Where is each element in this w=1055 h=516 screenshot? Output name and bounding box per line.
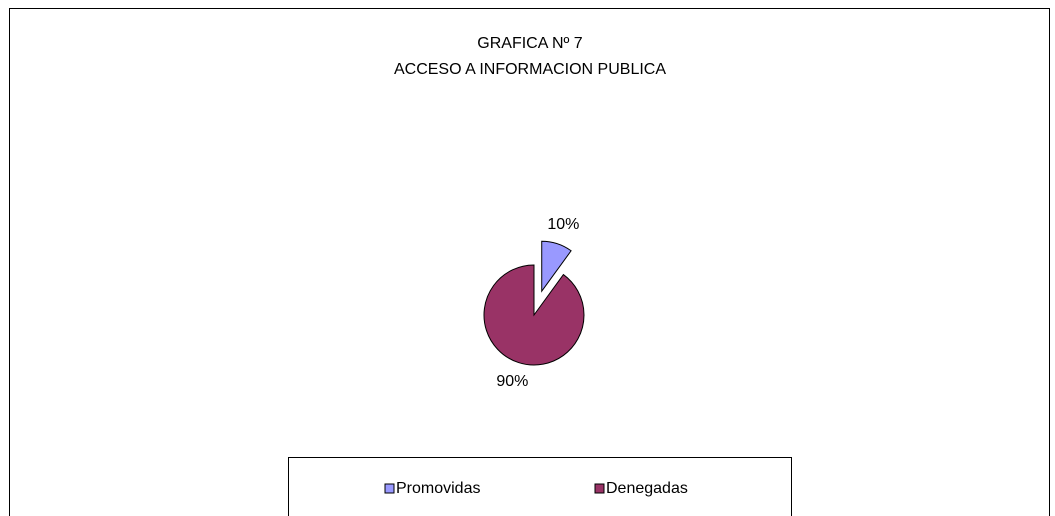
chart-title: GRAFICA Nº 7 xyxy=(477,35,583,52)
chart-frame xyxy=(9,8,1050,516)
legend-label: Promovidas xyxy=(396,480,480,497)
data-label: 90% xyxy=(496,373,528,390)
legend-label: Denegadas xyxy=(606,480,688,497)
chart-subtitle: ACCESO A INFORMACION PUBLICA xyxy=(394,61,666,78)
legend-swatch xyxy=(384,483,395,494)
data-label: 10% xyxy=(547,216,579,233)
pie-slice xyxy=(483,264,585,366)
legend-box xyxy=(288,457,792,516)
pie-slice xyxy=(541,240,572,293)
legend-swatch xyxy=(594,483,605,494)
